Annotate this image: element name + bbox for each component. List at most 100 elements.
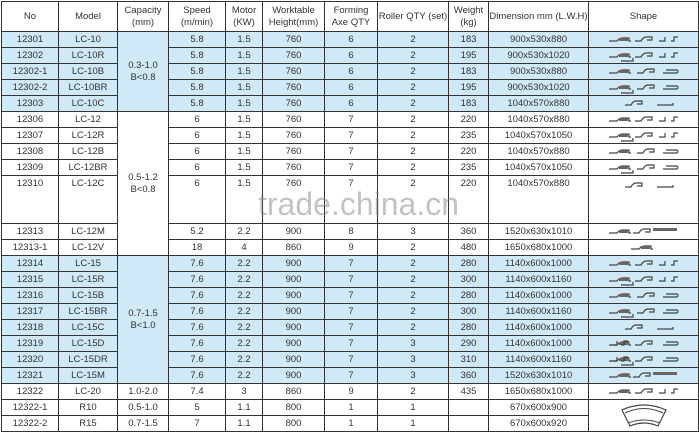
speed-cell: 5.8 bbox=[168, 95, 226, 112]
shape-cell bbox=[588, 111, 699, 128]
table-row: 12313 LC-12M 5.2 2.2 900 8 3 360 1520x630x1010 bbox=[1, 223, 699, 240]
model-cell: LC-15BR bbox=[58, 303, 118, 320]
model-cell: LC-15R bbox=[58, 271, 118, 288]
dimension-cell: 1140x600x1160 bbox=[488, 271, 589, 288]
two-profiles-shape-icon bbox=[590, 178, 698, 193]
speed-cell: 6 bbox=[168, 143, 226, 160]
worktable-height-cell: 760 bbox=[262, 31, 325, 48]
shape-cell bbox=[588, 47, 699, 64]
table-row: 12303 LC-10C 5.8 1.5 760 6 2 183 1040x570x880 bbox=[1, 95, 699, 112]
shape-cell bbox=[588, 159, 699, 176]
speed-cell: 5.8 bbox=[168, 63, 226, 80]
worktable-height-cell: 860 bbox=[262, 383, 325, 400]
table-row: 12302-2 LC-10BR 5.8 1.5 760 6 2 195 900x530x1020 bbox=[1, 79, 699, 96]
motor-cell: 1.5 bbox=[225, 143, 263, 160]
motor-cell: 1.1 bbox=[225, 399, 263, 416]
roller-cell: 3 bbox=[377, 351, 449, 368]
col-header-roller: Roller QTY (set) bbox=[377, 1, 449, 32]
two-profiles-shape-icon bbox=[590, 97, 698, 111]
forming-axe-cell: 9 bbox=[324, 383, 378, 400]
dimension-cell: 1650x680x1000 bbox=[488, 239, 589, 256]
col-header-forming-axe: Forming Axe QTY bbox=[324, 1, 378, 32]
forming-axe-cell: 6 bbox=[324, 47, 378, 64]
roller-cell: 2 bbox=[377, 143, 449, 160]
speed-cell: 7.6 bbox=[168, 319, 226, 336]
weight-cell: 360 bbox=[448, 223, 489, 240]
curved-duct-shape-icon bbox=[590, 402, 698, 430]
weight-cell: 235 bbox=[448, 127, 489, 144]
m-profiles-shape-icon bbox=[590, 225, 698, 239]
table-row: 12322-2 R15 0.7-1.5 7 1.1 800 1 1 670x600x920 bbox=[1, 415, 699, 432]
shape-cell bbox=[588, 63, 699, 80]
worktable-height-cell: 800 bbox=[262, 399, 325, 416]
shape-cell bbox=[588, 223, 699, 240]
dimension-cell: 670x600x920 bbox=[488, 415, 589, 432]
worktable-height-cell: 900 bbox=[262, 351, 325, 368]
model-cell: R15 bbox=[58, 415, 118, 432]
shape-cell bbox=[588, 127, 699, 144]
weight-cell: 183 bbox=[448, 31, 489, 48]
speed-cell: 5 bbox=[168, 399, 226, 416]
weight-cell bbox=[448, 399, 489, 416]
roller-cell: 2 bbox=[377, 383, 449, 400]
worktable-height-cell: 900 bbox=[262, 255, 325, 272]
weight-cell: 235 bbox=[448, 159, 489, 176]
roller-cell: 2 bbox=[377, 127, 449, 144]
model-cell: R10 bbox=[58, 399, 118, 416]
table-row: 12317 LC-15BR 7.6 2.2 900 7 2 300 1140x600x1160 bbox=[1, 303, 699, 320]
col-header-model: Model bbox=[58, 1, 118, 32]
dimension-cell: 1650x680x1000 bbox=[488, 383, 589, 400]
model-cell: LC-10 bbox=[58, 31, 118, 48]
roller-cell: 2 bbox=[377, 95, 449, 112]
motor-cell: 1.5 bbox=[225, 31, 263, 48]
roller-cell: 2 bbox=[377, 159, 449, 176]
no-cell: 12316 bbox=[1, 287, 59, 304]
dimension-cell: 1140x600x1000 bbox=[488, 335, 589, 352]
motor-cell: 3 bbox=[225, 383, 263, 400]
motor-cell: 2.2 bbox=[225, 335, 263, 352]
motor-cell: 1.5 bbox=[225, 127, 263, 144]
worktable-height-cell: 760 bbox=[262, 63, 325, 80]
model-cell: LC-12M bbox=[58, 223, 118, 240]
motor-cell: 2.2 bbox=[225, 319, 263, 336]
col-header-shape: Shape bbox=[588, 1, 699, 32]
model-cell: LC-10R bbox=[58, 47, 118, 64]
capacity-cell: 0.3-1.0 B<0.8 bbox=[117, 31, 169, 112]
roller-cell: 3 bbox=[377, 367, 449, 384]
col-header-worktable-height: Worktable Height(mm) bbox=[262, 1, 325, 32]
no-cell: 12303 bbox=[1, 95, 59, 112]
motor-cell: 2.2 bbox=[225, 367, 263, 384]
speed-cell: 6 bbox=[168, 175, 226, 224]
no-cell: 12322-2 bbox=[1, 415, 59, 432]
dimension-cell: 1140x600x1000 bbox=[488, 319, 589, 336]
forming-axe-cell: 7 bbox=[324, 367, 378, 384]
no-cell: 12317 bbox=[1, 303, 59, 320]
worktable-height-cell: 760 bbox=[262, 79, 325, 96]
dimension-cell: 900x530x1020 bbox=[488, 47, 589, 64]
table-row: 12322-1 R10 0.5-1.0 5 1.1 800 1 1 670x600x900 bbox=[1, 399, 699, 432]
no-cell: 12302-1 bbox=[1, 63, 59, 80]
worktable-height-cell: 760 bbox=[262, 159, 325, 176]
no-cell: 12322-1 bbox=[1, 399, 59, 416]
motor-cell: 1.5 bbox=[225, 175, 263, 224]
speed-cell: 5.8 bbox=[168, 31, 226, 48]
forming-axe-cell: 7 bbox=[324, 159, 378, 176]
model-cell: LC-10BR bbox=[58, 79, 118, 96]
table-row: 12313-1 LC-12V 18 4 860 9 2 480 1650x680x1000 bbox=[1, 239, 699, 256]
weight-cell: 300 bbox=[448, 303, 489, 320]
motor-cell: 1.5 bbox=[225, 63, 263, 80]
no-cell: 12318 bbox=[1, 319, 59, 336]
forming-axe-cell: 1 bbox=[324, 415, 378, 432]
motor-cell: 1.5 bbox=[225, 95, 263, 112]
speed-cell: 18 bbox=[168, 239, 226, 256]
model-cell: LC-15B bbox=[58, 287, 118, 304]
no-cell: 12322 bbox=[1, 383, 59, 400]
no-cell: 12320 bbox=[1, 351, 59, 368]
table-row: 12302 LC-10R 5.8 1.5 760 6 2 195 900x530x1020 bbox=[1, 47, 699, 64]
no-cell: 12308 bbox=[1, 143, 59, 160]
forming-axe-cell: 6 bbox=[324, 63, 378, 80]
three-profiles-shape-icon bbox=[590, 289, 698, 303]
col-header-motor: Motor (KW) bbox=[225, 1, 263, 32]
model-cell: LC-15D bbox=[58, 335, 118, 352]
forming-axe-cell: 7 bbox=[324, 271, 378, 288]
